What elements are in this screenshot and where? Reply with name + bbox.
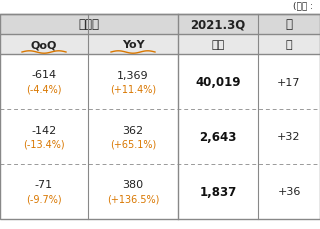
Text: 누: 누 [285,18,292,31]
Bar [0,55,320,109]
Text: (-4.4%): (-4.4%) [26,84,62,94]
Text: (-13.4%): (-13.4%) [23,139,65,149]
Bar [0,15,320,219]
Text: (+136.5%): (+136.5%) [107,194,159,204]
Text: (단위 :: (단위 : [293,2,316,11]
Bar [0,109,320,164]
Text: -142: -142 [31,125,57,135]
Bar [0,164,320,219]
Text: -71: -71 [35,180,53,190]
Text: +32: +32 [277,132,301,142]
Bar [178,35,258,55]
Bar [0,35,88,55]
Text: QoQ: QoQ [31,40,57,50]
Bar [258,15,320,35]
Text: 1,369: 1,369 [117,70,149,80]
Text: 누계: 누계 [212,40,225,50]
Text: 40,019: 40,019 [195,76,241,89]
Bar [0,0,320,15]
Bar [0,15,178,35]
Text: 2,643: 2,643 [199,131,237,143]
Text: +17: +17 [277,77,301,87]
Text: 380: 380 [123,180,144,190]
Text: (+65.1%): (+65.1%) [110,139,156,149]
Text: 증감률: 증감률 [78,18,100,31]
Text: YoY: YoY [122,40,144,50]
Text: 증: 증 [286,40,292,50]
Bar [178,15,258,35]
Text: 2021.3Q: 2021.3Q [190,18,246,31]
Bar [88,35,178,55]
Text: (-9.7%): (-9.7%) [26,194,62,204]
Text: 1,837: 1,837 [199,185,236,198]
Text: (+11.4%): (+11.4%) [110,84,156,94]
Text: +36: +36 [277,187,301,197]
Text: -614: -614 [31,70,57,80]
Text: 362: 362 [123,125,144,135]
Bar [258,35,320,55]
